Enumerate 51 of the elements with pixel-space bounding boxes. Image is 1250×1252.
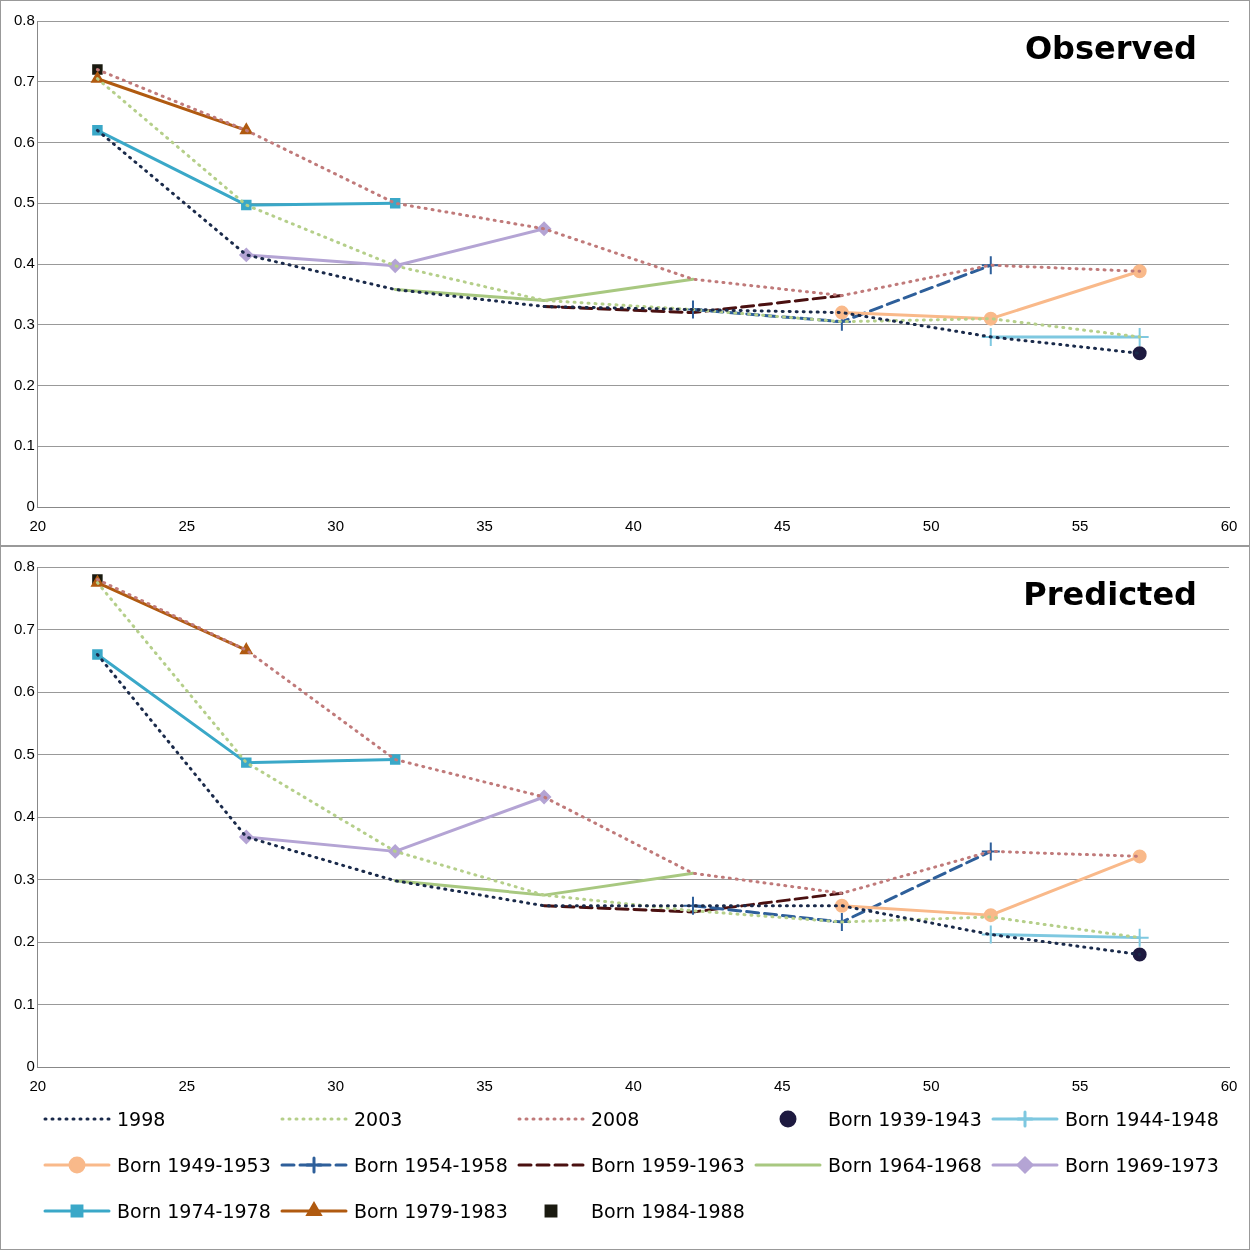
y-tick-label: 0 [26, 497, 35, 515]
x-tick-label: 60 [1220, 517, 1238, 535]
x-tick-label: 25 [178, 517, 196, 535]
x-tick-label: 60 [1220, 1077, 1238, 1095]
x-tick-label: 30 [327, 517, 344, 535]
x-tick-label: 45 [773, 517, 791, 535]
x-tick-label: 35 [476, 517, 493, 535]
y-tick-label: 0.5 [13, 744, 35, 762]
y-tick-label: 0.2 [13, 932, 35, 950]
x-tick-label: 55 [1071, 1077, 1089, 1095]
y-tick-label: 0.6 [13, 132, 35, 150]
x-tick-label: 50 [922, 1077, 940, 1095]
x-tick-label: 50 [922, 517, 940, 535]
chart-title: Observed [1024, 29, 1197, 68]
legend-label: 2003 [354, 1107, 403, 1130]
x-tick-label: 20 [29, 1077, 47, 1095]
y-tick-label: 0.1 [13, 436, 35, 454]
chart-title: Predicted [1023, 575, 1197, 614]
x-tick-label: 55 [1071, 517, 1089, 535]
legend-label: Born 1984-1988 [591, 1199, 745, 1222]
y-tick-label: 0.8 [13, 557, 35, 575]
y-tick-label: 0.6 [13, 682, 35, 700]
y-tick-label: 0.7 [13, 71, 35, 89]
legend-label: Born 1964-1968 [828, 1153, 982, 1176]
legend-label: Born 1969-1973 [1065, 1153, 1219, 1176]
x-tick-label: 40 [625, 1077, 642, 1095]
legend-label: Born 1959-1963 [591, 1153, 745, 1176]
legend-label: 2008 [591, 1107, 640, 1130]
y-tick-label: 0.3 [13, 869, 35, 887]
legend-label: Born 1939-1943 [828, 1107, 982, 1130]
y-tick-label: 0.3 [13, 314, 35, 332]
y-tick-label: 0.7 [13, 619, 35, 637]
legend-label: Born 1944-1948 [1065, 1107, 1219, 1130]
y-tick-label: 0.4 [13, 254, 35, 272]
legend-label: Born 1949-1953 [117, 1153, 271, 1176]
y-tick-label: 0 [26, 1057, 35, 1075]
x-tick-label: 25 [178, 1077, 196, 1095]
x-tick-label: 45 [773, 1077, 791, 1095]
y-tick-label: 0.4 [13, 807, 35, 825]
y-tick-label: 0.5 [13, 193, 35, 211]
y-tick-label: 0.8 [13, 11, 35, 29]
x-tick-label: 40 [625, 517, 642, 535]
x-tick-label: 20 [29, 517, 47, 535]
x-tick-label: 35 [476, 1077, 493, 1095]
x-tick-label: 30 [327, 1077, 344, 1095]
legend-label: 1998 [117, 1107, 166, 1130]
y-tick-label: 0.2 [13, 375, 35, 393]
legend-label: Born 1974-1978 [117, 1199, 271, 1222]
legend-label: Born 1954-1958 [354, 1153, 508, 1176]
legend-label: Born 1979-1983 [354, 1199, 508, 1222]
y-tick-label: 0.1 [13, 994, 35, 1012]
